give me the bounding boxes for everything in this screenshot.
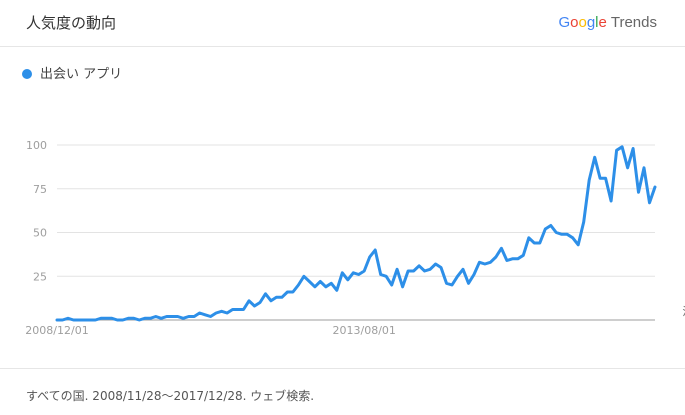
x-tick-label: 2013/08/01 [333,324,396,337]
brand-trends: Trends [610,14,657,31]
y-tick-label: 50 [33,227,47,240]
brand-letter: g [586,14,596,31]
brand-letter: o [578,14,587,31]
brand-letter: e [598,14,607,31]
series-line [55,145,657,322]
brand-letter: l [595,14,599,31]
trend-chart: 25 50 75 100 2008/12/01 2013/08/01 注 [25,139,685,337]
footer: すべての国. 2008/11/28～2017/12/28. ウェブ検索. [0,368,685,403]
brand-letter: o [570,14,579,31]
legend: 出会い アプリ [22,63,122,82]
legend-label: 出会い アプリ [40,67,123,82]
annotation-note: 注 [682,304,685,318]
brand-letter: G [558,14,571,31]
y-tick-label: 100 [26,139,47,152]
y-tick-label: 25 [33,270,47,283]
page-title: 人気度の動向 [26,14,117,32]
google-trends-logo: Google Trends [558,14,657,31]
y-tick-label: 75 [33,183,47,196]
footer-text: すべての国. 2008/11/28～2017/12/28. ウェブ検索. [26,389,315,403]
x-tick-label: 2008/12/01 [25,324,88,337]
legend-dot [22,69,32,79]
header: 人気度の動向 Google Trends [0,0,685,47]
